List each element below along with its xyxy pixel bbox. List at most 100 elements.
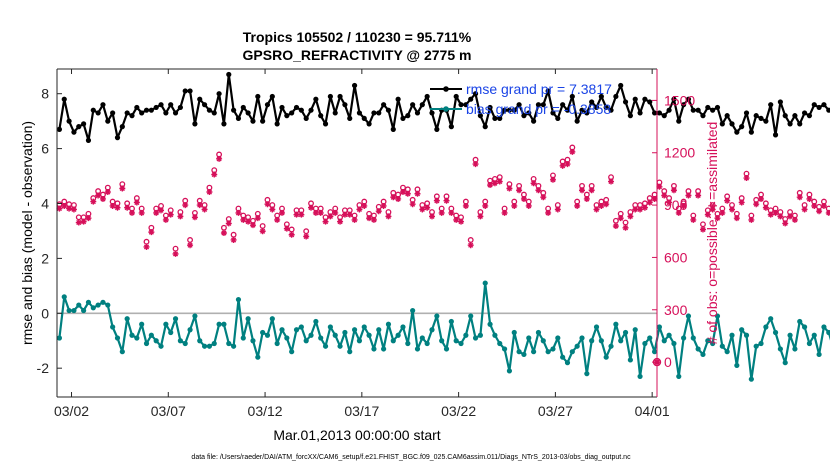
rmse-point: [56, 126, 63, 132]
bias-point: [356, 338, 363, 344]
obs-assimilated-point: [414, 190, 421, 197]
rmse-point: [168, 102, 174, 108]
bias-point: [666, 332, 672, 338]
obs-assimilated-point: [220, 230, 227, 236]
obs-assimilated-point: [235, 209, 242, 216]
obs-assimilated-point: [506, 185, 513, 192]
obs-assimilated-point: [191, 214, 198, 221]
bias-point: [264, 332, 271, 338]
obs-assimilated-point: [772, 209, 779, 216]
rmse-point: [816, 104, 822, 111]
bias-point: [448, 318, 454, 325]
obs-assimilated-point: [719, 209, 726, 216]
obs-assimilated-point: [399, 189, 406, 195]
rmse-point: [201, 102, 208, 108]
obs-possible-point: [622, 219, 629, 226]
bias-point: [531, 349, 537, 355]
obs-possible-point: [230, 231, 237, 238]
obs-possible-point: [143, 238, 150, 245]
rmse-point: [308, 107, 314, 113]
obs-assimilated-point: [356, 206, 363, 213]
obs-assimilated-point: [612, 223, 619, 230]
rmse-point: [477, 113, 483, 119]
obs-possible-point: [259, 223, 266, 229]
bias-point: [564, 360, 571, 366]
bias-point: [148, 332, 154, 338]
footnote: data file: /Users/raeder/DAI/ATM_forcXX/…: [191, 454, 631, 461]
obs-assimilated-point: [148, 229, 155, 236]
bias-point: [177, 338, 183, 344]
rmse-point: [313, 96, 319, 102]
rmse-point: [66, 118, 72, 124]
bias-point: [618, 338, 624, 344]
rmse-point: [758, 115, 764, 122]
bias-point: [700, 351, 706, 358]
rmse-point: [787, 121, 793, 127]
bias-point: [516, 349, 522, 355]
bias-point: [690, 335, 696, 341]
rmse-point: [622, 99, 629, 105]
bias-point: [289, 349, 295, 355]
rmse-point: [61, 96, 67, 102]
chart-subtitle: GPSRO_REFRACTIVITY @ 2775 m: [243, 47, 472, 63]
obs-assimilated-point: [395, 195, 402, 202]
bias-point: [719, 343, 725, 349]
rmse-point: [269, 93, 275, 100]
bias-point: [201, 343, 208, 349]
legend-rmse-label: rmse grand pr = 7.3817: [466, 81, 612, 97]
rmse-point: [560, 102, 566, 108]
bias-point: [821, 324, 827, 330]
bias-point: [797, 318, 803, 325]
rmse-point: [492, 115, 498, 122]
rmse-point: [400, 115, 406, 122]
y-tick-label-left: 2: [41, 250, 49, 266]
bias-point: [429, 327, 435, 333]
obs-assimilated-point: [569, 148, 576, 155]
bias-point: [351, 327, 358, 333]
bias-point: [526, 335, 532, 341]
rmse-point: [497, 115, 503, 122]
bias-point: [782, 360, 788, 366]
rmse-point: [448, 124, 454, 130]
rmse-point: [540, 102, 546, 108]
bias-point: [705, 338, 711, 344]
rmse-point: [255, 93, 261, 100]
bias-point: [260, 329, 266, 336]
rmse-point: [772, 132, 779, 138]
bias-point: [424, 340, 430, 347]
obs-assimilated-point: [424, 204, 431, 211]
bias-point: [274, 340, 280, 347]
bias-point: [656, 324, 663, 330]
bias-point: [226, 340, 232, 347]
bias-point: [792, 346, 798, 352]
obs-assimilated-point: [293, 211, 300, 218]
obs-assimilated-point: [443, 197, 450, 204]
obs-assimilated-point: [303, 233, 310, 240]
bias-point: [197, 338, 203, 344]
rmse-point: [521, 113, 527, 119]
obs-assimilated-point: [124, 204, 131, 211]
obs-assimilated-point: [467, 242, 474, 249]
bias-point: [584, 371, 590, 377]
rmse-point: [739, 124, 745, 130]
bias-point: [734, 362, 740, 369]
bias-point: [371, 346, 377, 352]
obs-assimilated-point: [816, 208, 823, 215]
obs-assimilated-point: [433, 197, 440, 204]
obs-assimilated-point: [109, 202, 116, 209]
legend-bias-label: bias grand pr = -0.3858: [466, 101, 611, 117]
obs-assimilated-point: [608, 178, 615, 185]
bias-point: [110, 324, 116, 330]
y-axis-label-right: # of obs: o=possible; ∗=assimilated: [704, 122, 720, 345]
bias-point: [376, 327, 382, 333]
x-axis-label: Mar.01,2013 00:00:00 start: [273, 427, 440, 443]
rmse-point: [429, 110, 435, 116]
rmse-point: [376, 110, 382, 116]
rmse-point: [589, 99, 595, 105]
rmse-point: [119, 124, 125, 130]
obs-assimilated-point: [298, 211, 305, 218]
obs-assimilated-point: [240, 216, 247, 223]
obs-possible-point: [288, 226, 295, 233]
bias-point: [134, 335, 140, 341]
obs-assimilated-point: [549, 176, 556, 183]
